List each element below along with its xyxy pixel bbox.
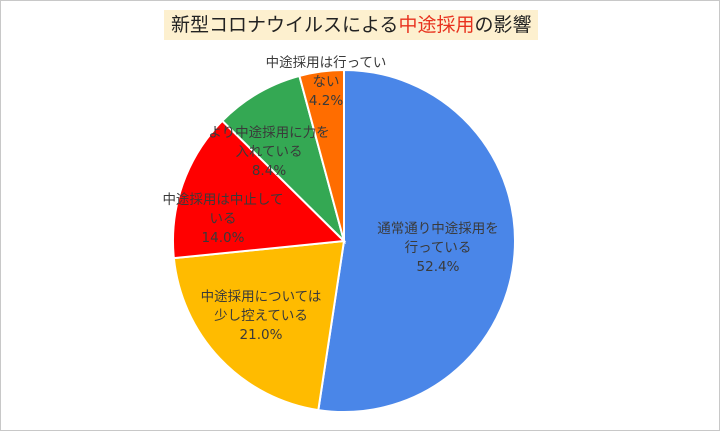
- slice-value-label: 21.0%: [240, 327, 283, 343]
- slice-not-hiring: [298, 68, 345, 242]
- label-reducing: 中途採用については少し控えている 21.0%: [201, 288, 322, 343]
- label-stopped: 中途採用は中止している 14.0%: [162, 191, 283, 246]
- label-normal-hiring: 通常通り中途採用を行っている 52.4%: [377, 220, 499, 275]
- label-increasing: より中途採用に力を入れている 8.4%: [208, 124, 329, 179]
- slice-name-line: 中途採用は中止して: [162, 191, 283, 208]
- slice-name-line: 入れている: [235, 144, 302, 160]
- title-prefix: 新型コロナウイルスによる: [171, 14, 399, 36]
- slice-name-line: 中途採用については: [201, 288, 322, 305]
- slice-value-label: 8.4%: [252, 163, 286, 179]
- slice-value-label: 52.4%: [417, 259, 460, 275]
- slice-value-label: 14.0%: [202, 230, 245, 246]
- slice-name-line: より中途採用に力を: [208, 124, 329, 141]
- chart-title: 新型コロナウイルスによる中途採用の影響: [164, 10, 539, 40]
- slice-stopped: [172, 119, 347, 260]
- slice-normal-hiring: [317, 68, 516, 413]
- label-not-hiring: 中途採用は行っていない 4.2%: [266, 54, 387, 109]
- slice-value-label: 4.2%: [309, 93, 343, 109]
- slice-name-line: いる: [210, 211, 237, 227]
- slice-name-line: 少し控えている: [214, 308, 308, 324]
- slice-reducing: [172, 239, 346, 412]
- slice-name-line: ない: [313, 74, 340, 90]
- slice-increasing: [220, 74, 346, 245]
- title-suffix: の影響: [474, 14, 532, 36]
- slice-name-line: 行っている: [405, 240, 472, 256]
- title-accent: 中途採用: [398, 14, 475, 36]
- slice-name-line: 中途採用は行ってい: [266, 54, 387, 71]
- slice-name-line: 通常通り中途採用を: [377, 220, 499, 237]
